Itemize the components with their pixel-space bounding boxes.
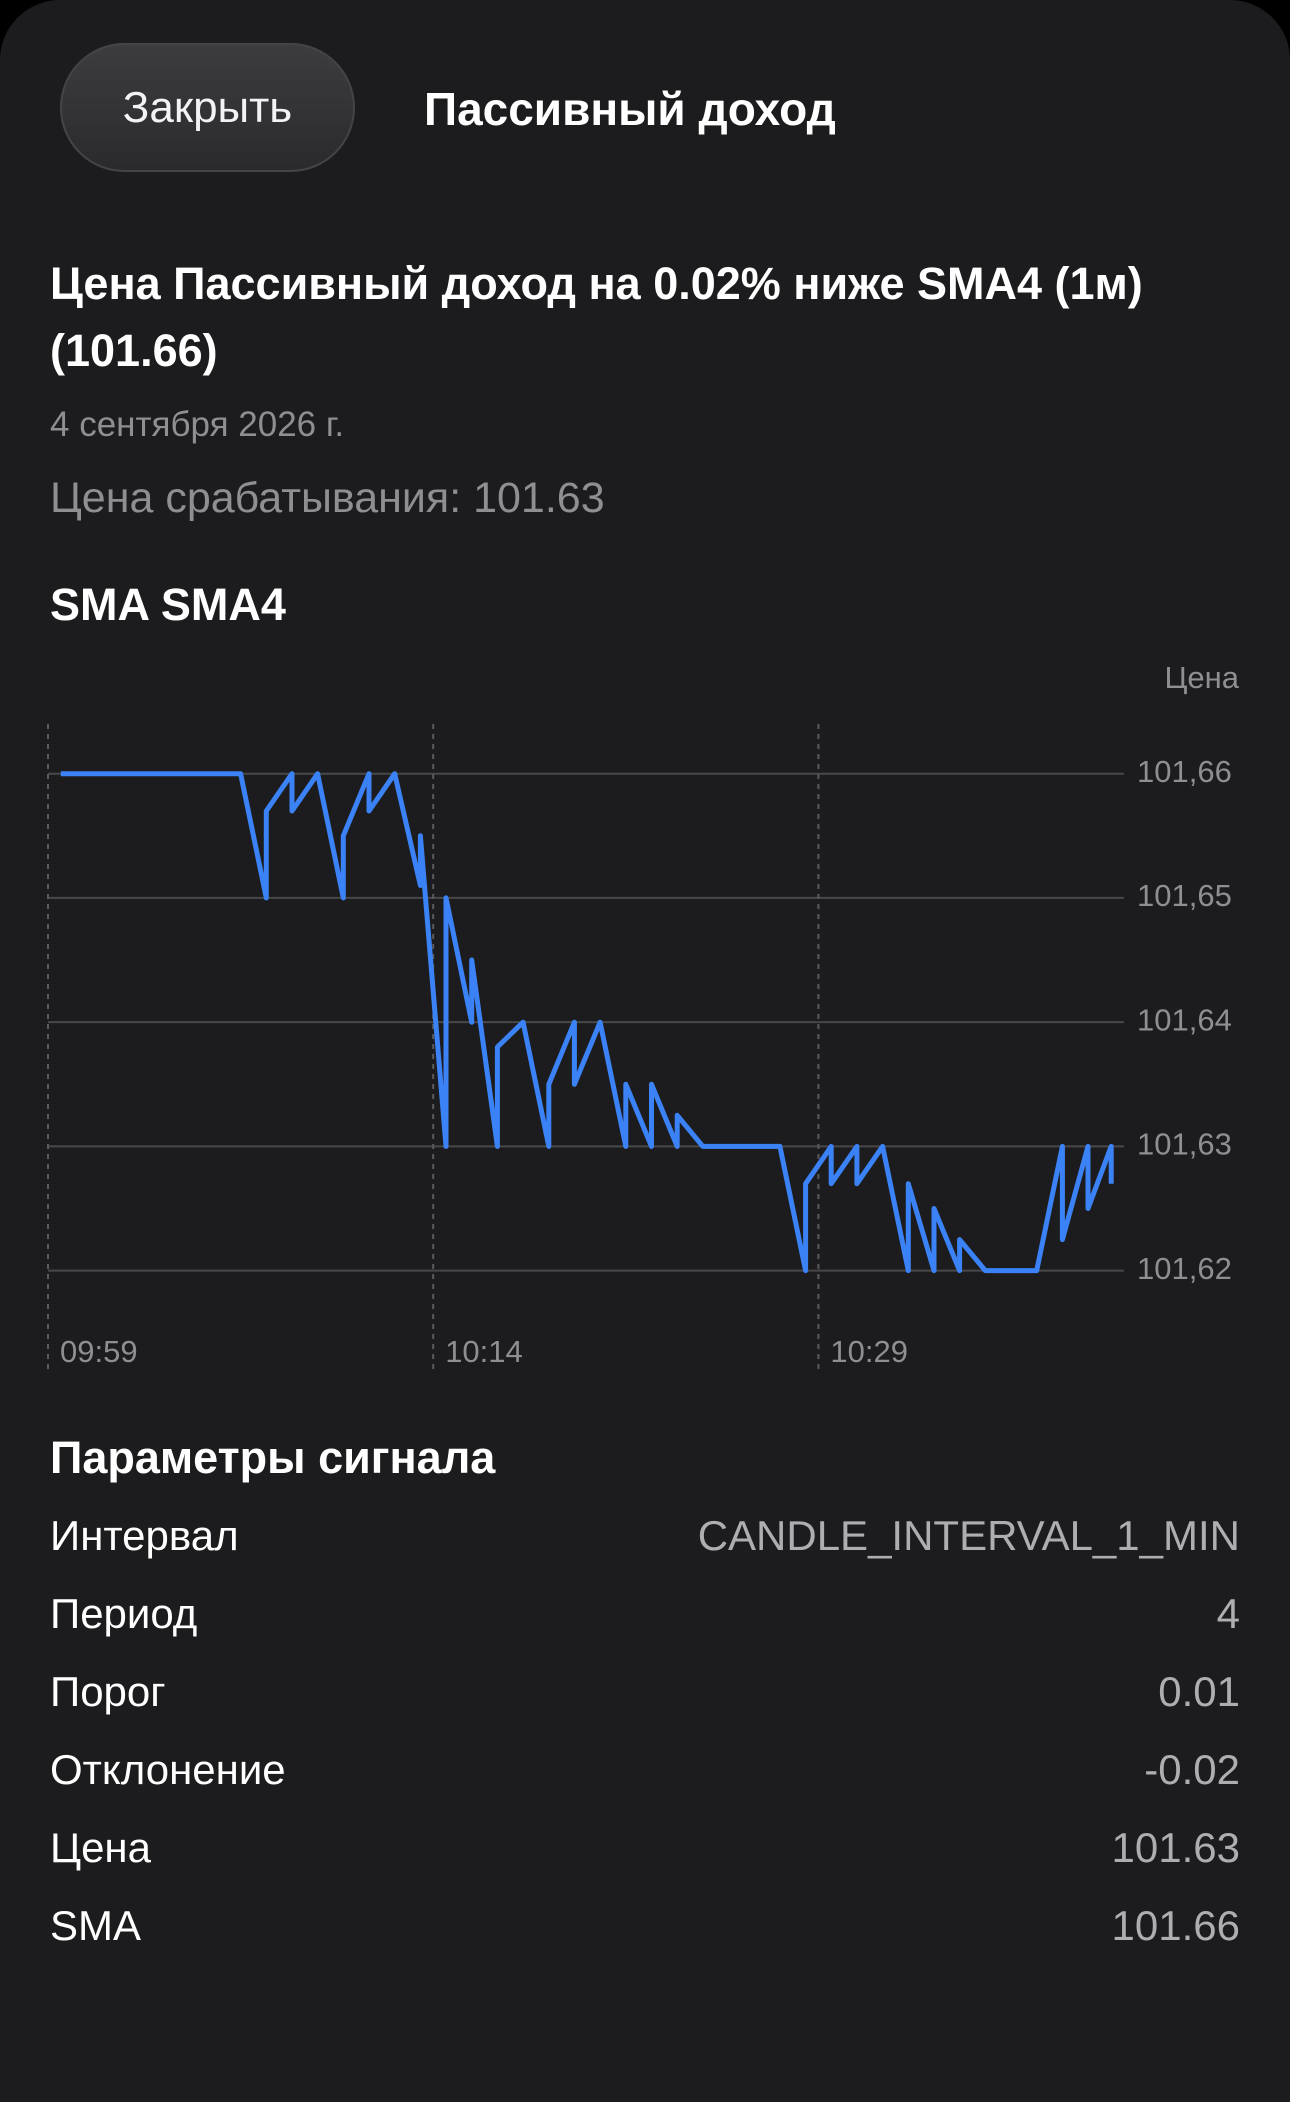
y-tick-label: 101,66	[1137, 754, 1232, 789]
alert-title: Цена Пассивный доход на 0.02% ниже SMA4 …	[50, 258, 1143, 376]
param-label: Отклонение	[50, 1746, 286, 1793]
y-tick-label: 101,62	[1137, 1251, 1232, 1286]
params-title: Параметры сигнала	[50, 1432, 496, 1483]
param-value: 101.63	[1111, 1824, 1240, 1871]
y-tick-label: 101,64	[1137, 1002, 1232, 1037]
sma-line	[60, 771, 1114, 1274]
param-label: Цена	[50, 1824, 151, 1871]
y-tick-label: 101,63	[1137, 1127, 1232, 1162]
param-value: 0.01	[1158, 1668, 1240, 1715]
trigger-price: Цена срабатывания: 101.63	[50, 474, 605, 522]
chart: Цена 101,62 101,63 101,64 101,65 101,66 09:59…	[47, 660, 1240, 1370]
close-button[interactable]: Закрыть	[60, 43, 355, 172]
x-tick-label: 09:59	[60, 1334, 138, 1369]
param-label: Период	[50, 1590, 198, 1637]
y-axis-label: Цена	[1164, 660, 1239, 695]
param-label: SMA	[50, 1902, 142, 1949]
header-title: Пассивный доход	[424, 83, 836, 135]
param-label: Интервал	[50, 1512, 239, 1559]
param-value: 4	[1216, 1590, 1240, 1637]
chart-title: SMA SMA4	[50, 579, 286, 630]
y-tick-label: 101,65	[1137, 878, 1232, 913]
param-value: 101.66	[1111, 1902, 1240, 1949]
alert-date: 4 сентября 2026 г.	[50, 405, 345, 444]
x-tick-label: 10:29	[830, 1334, 908, 1369]
param-value: -0.02	[1144, 1746, 1240, 1793]
x-tick-label: 10:14	[445, 1334, 523, 1369]
param-label: Порог	[50, 1668, 166, 1715]
param-value: CANDLE_INTERVAL_1_MIN	[697, 1512, 1240, 1559]
